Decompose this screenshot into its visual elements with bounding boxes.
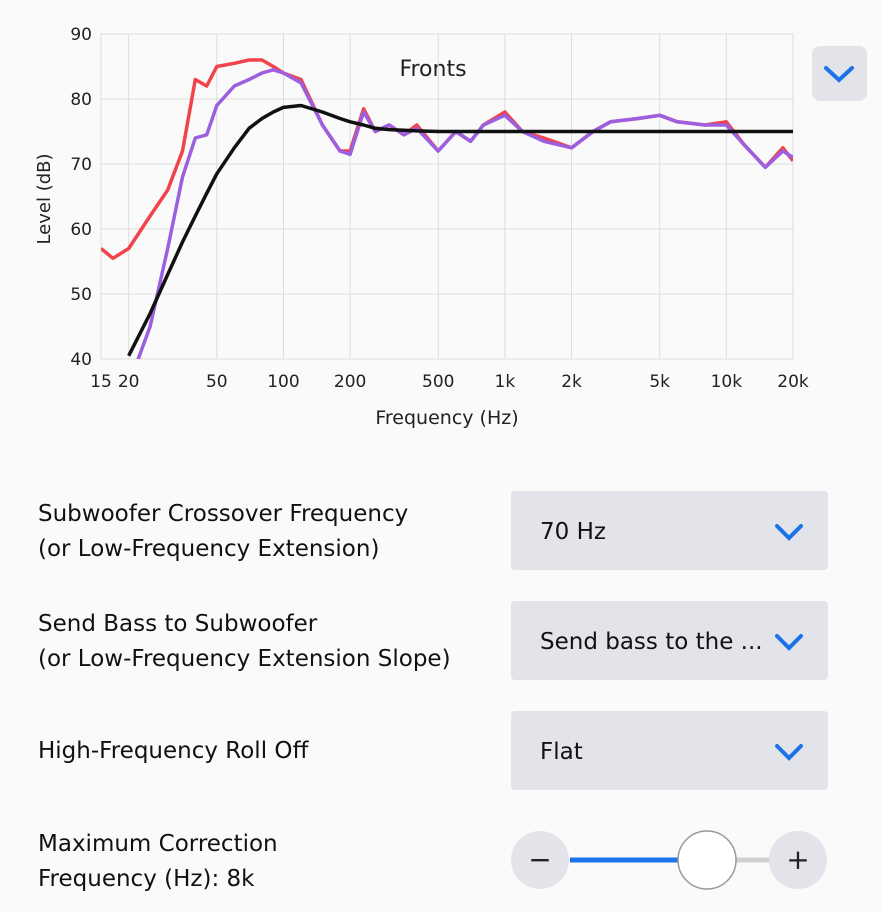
x-tick-label: 100 — [267, 372, 299, 392]
plot — [101, 58, 793, 359]
dropdown-value: Flat — [540, 739, 583, 765]
y-tick-label: 80 — [70, 90, 92, 110]
chevron — [775, 524, 803, 541]
plus-label: + — [786, 843, 809, 876]
minus-button[interactable] — [511, 831, 569, 889]
y-tick-label: 70 — [70, 155, 92, 175]
grid: 40 50 60 70 80 90 15 20 50 100 200 500 1k 2k 5k 10k 20k — [70, 25, 809, 392]
y-axis-label: Level (dB) — [34, 153, 55, 244]
dropdown[interactable] — [511, 491, 828, 570]
setting-label: High-Frequency Roll Off — [38, 738, 310, 764]
slider-label: Frequency (Hz): 8k — [38, 866, 255, 892]
x-tick-label: 200 — [334, 372, 366, 392]
y-tick-label: 50 — [70, 285, 92, 305]
dropdown[interactable] — [511, 601, 828, 680]
x-tick-label: 500 — [422, 372, 454, 392]
x-tick-label: 50 — [206, 372, 228, 392]
y-tick-label: 60 — [70, 220, 92, 240]
collapse-button[interactable] — [812, 46, 867, 101]
chevron — [775, 634, 803, 651]
dropdown-value: 70 Hz — [540, 519, 606, 545]
x-axis-label: Frequency (Hz) — [375, 407, 518, 429]
x-tick-label: 15 — [90, 372, 112, 392]
x-tick-label: 1k — [495, 372, 516, 392]
chevron — [775, 744, 803, 761]
chevron — [824, 66, 854, 83]
dropdown[interactable] — [511, 711, 828, 790]
x-tick-label: 5k — [649, 372, 670, 392]
x-tick-label: 20 — [118, 372, 140, 392]
setting-label: (or Low-Frequency Extension Slope) — [38, 646, 451, 672]
dropdown-value: Send bass to the ... — [540, 629, 763, 655]
setting-label: Subwoofer Crossover Frequency — [38, 501, 408, 527]
chart-title: Fronts — [399, 57, 466, 82]
x-tick-label: 20k — [777, 372, 809, 392]
y-tick-label: 90 — [70, 25, 92, 45]
x-tick-label: 10k — [711, 372, 743, 392]
setting-label: Send Bass to Subwoofer — [38, 611, 318, 637]
x-tick-label: 2k — [561, 372, 582, 392]
minus-label: − — [528, 843, 551, 876]
plus-button[interactable] — [769, 831, 827, 889]
y-tick-label: 40 — [70, 350, 92, 370]
setting-label: (or Low-Frequency Extension) — [38, 536, 379, 562]
response-line — [127, 103, 793, 357]
slider-label: Maximum Correction — [38, 831, 278, 857]
slider-knob[interactable] — [677, 830, 737, 890]
